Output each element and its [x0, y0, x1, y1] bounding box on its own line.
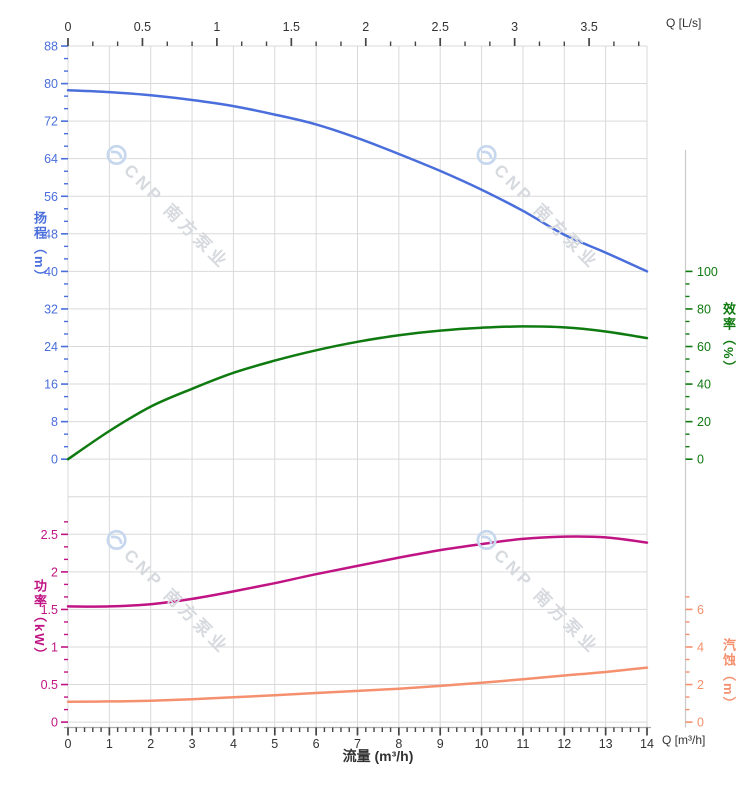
- efficiency-tick-label: 100: [697, 265, 718, 279]
- npsh-curve: [66, 666, 649, 704]
- x-axis-title: 流量 (m³/h): [342, 748, 414, 764]
- flow-bottom-tick-label: 12: [557, 737, 571, 751]
- flow-top-tick-label: 3: [511, 20, 518, 34]
- head-tick-label: 72: [44, 115, 58, 129]
- efficiency-tick-label: 40: [697, 378, 711, 392]
- efficiency-tick-label: 60: [697, 340, 711, 354]
- head-tick-label: 40: [44, 265, 58, 279]
- power-tick-label: 2: [51, 565, 58, 579]
- npsh-tick-label: 2: [697, 678, 704, 692]
- flow-top-tick-label: 0.5: [134, 20, 151, 34]
- head-tick-label: 80: [44, 77, 58, 91]
- flow-top-tick-label: 2: [362, 20, 369, 34]
- flow-bottom-tick-label: 3: [189, 737, 196, 751]
- flow-bottom-tick-label: 7: [354, 737, 361, 751]
- flow-bottom-tick-label: 1: [106, 737, 113, 751]
- power-tick-label: 1.5: [41, 603, 58, 617]
- flow-bottom-tick-label: 4: [230, 737, 237, 751]
- bottom-axis-unit-label: Q [m³/h]: [662, 733, 706, 747]
- npsh-tick-label: 4: [697, 640, 704, 654]
- efficiency-tick-label: 80: [697, 302, 711, 316]
- power-tick-label: 0.5: [41, 678, 58, 692]
- efficiency-tick-label: 0: [697, 453, 704, 467]
- top-axis-unit-label: Q [L/s]: [666, 16, 702, 30]
- npsh-axis-title: 汽蚀（m）: [721, 638, 736, 712]
- flow-bottom-tick-label: 11: [516, 737, 529, 751]
- flow-top-tick-label: 1.5: [283, 20, 300, 34]
- efficiency-axis-title: 效率（%）: [721, 302, 736, 376]
- head-tick-label: 56: [44, 190, 58, 204]
- grid: [67, 45, 648, 728]
- flow-bottom-tick-label: 5: [271, 737, 278, 751]
- head-tick-label: 8: [51, 415, 58, 429]
- head-axis-title: 扬程（m）: [32, 211, 47, 285]
- head-tick-label: 24: [44, 340, 58, 354]
- power-tick-label: 2.5: [41, 528, 58, 542]
- head-tick-label: 16: [44, 378, 58, 392]
- power-tick-label: 0: [51, 716, 58, 730]
- flow-bottom-tick-label: 6: [313, 737, 320, 751]
- head-tick-label: 0: [51, 453, 58, 467]
- flow-top-tick-label: 0: [65, 20, 72, 34]
- power-axis: 0 0.5 1 1.5 2 2.5: [41, 521, 68, 730]
- npsh-tick-label: 6: [697, 603, 704, 617]
- flow-bottom-tick-label: 14: [640, 737, 654, 751]
- head-tick-label: 64: [44, 152, 58, 166]
- flow-bottom-tick-label: 13: [599, 737, 613, 751]
- power-tick-label: 1: [51, 641, 58, 655]
- flow-top-tick-label: 3.5: [580, 20, 597, 34]
- efficiency-axis: 0 20 40 60 80 100: [685, 265, 718, 467]
- head-axis: 0 8 16 24 32 40 48 56 64 72 80 88: [44, 40, 68, 467]
- flow-bottom-tick-label: 10: [475, 737, 489, 751]
- power-curve: [66, 535, 649, 608]
- flow-bottom-tick-label: 9: [437, 737, 444, 751]
- head-curve: [66, 88, 649, 273]
- head-tick-label: 32: [44, 302, 58, 316]
- flow-top-tick-label: 1: [213, 20, 220, 34]
- efficiency-curve: [66, 325, 649, 461]
- npsh-tick-label: 0: [697, 716, 704, 730]
- head-tick-label: 48: [44, 227, 58, 241]
- flow-top-axis: 0 0.5 1 1.5 2 2.5 3 3.5: [65, 20, 640, 46]
- flow-bottom-tick-label: 8: [395, 737, 402, 751]
- head-tick-label: 88: [44, 40, 58, 54]
- efficiency-tick-label: 20: [697, 415, 711, 429]
- npsh-axis: 0 2 4 6: [685, 596, 704, 730]
- flow-bottom-tick-label: 2: [147, 737, 154, 751]
- power-axis-title: 功率（kW）: [32, 579, 47, 663]
- flow-top-tick-label: 2.5: [432, 20, 449, 34]
- flow-bottom-axis: 0 1 2 3 4 5 6 7 8 9 10 11 12 13 14: [65, 727, 654, 751]
- flow-bottom-tick-label: 0: [65, 737, 72, 751]
